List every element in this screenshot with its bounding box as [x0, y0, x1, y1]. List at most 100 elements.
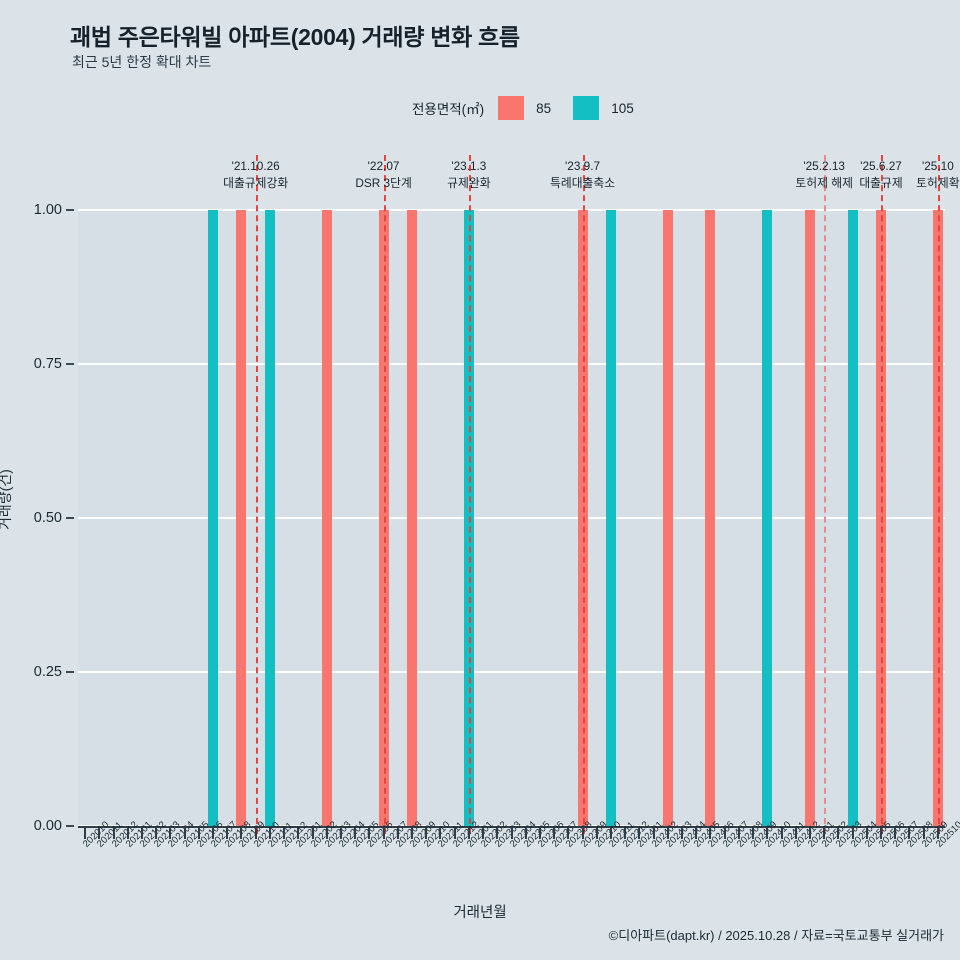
- event-marker-line: [582, 155, 585, 834]
- event-annotation-date: '21.10.26: [231, 159, 280, 173]
- bar[interactable]: [847, 210, 858, 826]
- x-tick-mark: [837, 828, 840, 839]
- bar[interactable]: [605, 210, 616, 826]
- x-tick-mark: [609, 828, 612, 839]
- x-tick-mark: [922, 828, 925, 839]
- event-marker-line: [937, 155, 940, 834]
- bar[interactable]: [407, 210, 417, 826]
- plot-area: [78, 155, 945, 834]
- bar[interactable]: [662, 210, 673, 826]
- event-annotation-date: '25.6.27: [860, 159, 902, 173]
- x-tick-mark: [908, 828, 911, 839]
- event-annotation-date: '25.10: [921, 159, 954, 173]
- x-tick-mark: [780, 828, 783, 839]
- event-annotation-text: DSR 3단계: [355, 176, 412, 190]
- gridline: [78, 670, 945, 674]
- page-subtitle: 최근 5년 한정 확대 차트: [72, 54, 212, 70]
- x-axis: 202010 202011 202012 202101 202102 202103 2021…: [78, 819, 960, 946]
- x-tick-mark: [112, 828, 115, 839]
- x-tick-mark: [510, 828, 513, 839]
- event-marker-line: [383, 155, 386, 834]
- y-tick-label: 0.50: [33, 510, 62, 526]
- bar[interactable]: [705, 210, 716, 826]
- event-annotation: '23.1.3 규제완화: [447, 158, 490, 192]
- x-tick-mark: [823, 828, 826, 839]
- x-tick-mark: [396, 828, 399, 839]
- x-tick-mark: [140, 828, 143, 839]
- bar[interactable]: [208, 210, 219, 826]
- x-tick-mark: [297, 828, 300, 839]
- y-tick-mark: [66, 671, 74, 673]
- x-tick-mark: [638, 828, 641, 839]
- y-tick-mark: [66, 825, 74, 827]
- event-annotation-date: '23.9.7: [565, 159, 601, 173]
- x-tick-mark: [155, 828, 158, 839]
- x-tick-mark: [766, 828, 769, 839]
- x-tick-mark: [268, 828, 271, 839]
- x-tick-mark: [794, 828, 797, 839]
- legend-swatch-85[interactable]: [498, 96, 525, 120]
- x-tick-mark: [240, 828, 243, 839]
- x-tick-mark: [311, 828, 314, 839]
- x-tick-mark: [752, 828, 755, 839]
- y-axis-title: 거래량(건): [0, 469, 13, 530]
- event-annotation-text: 토허제 해제: [795, 176, 853, 190]
- footer-credit: ©디아파트(dapt.kr) / 2025.10.28 / 자료=국토교통부 실…: [608, 928, 944, 943]
- event-annotation: '23.9.7 특례대출축소: [550, 158, 615, 192]
- y-tick-label: 0.75: [33, 356, 62, 372]
- x-tick-mark: [737, 828, 740, 839]
- event-annotation: '25.6.27 대출규제: [859, 158, 902, 192]
- event-marker-line: [255, 155, 258, 834]
- event-annotation-date: '23.1.3: [451, 159, 487, 173]
- x-tick-mark: [482, 828, 485, 839]
- event-annotation: '21.10.26 대출규제강화: [223, 158, 288, 192]
- bar[interactable]: [804, 210, 815, 826]
- x-tick-mark: [439, 828, 442, 839]
- x-tick-mark: [851, 828, 854, 839]
- bar[interactable]: [236, 210, 247, 826]
- legend-label-105: 105: [611, 100, 634, 116]
- legend-title: 전용면적(㎡): [412, 102, 485, 117]
- x-tick-mark: [126, 828, 129, 839]
- event-annotation-text: 대출규제: [859, 176, 903, 190]
- x-tick-mark: [524, 828, 527, 839]
- legend-swatch-105[interactable]: [573, 96, 600, 120]
- y-tick-mark: [66, 517, 74, 519]
- x-tick-mark: [936, 828, 939, 839]
- x-tick-mark: [553, 828, 556, 839]
- x-tick-mark: [197, 828, 200, 839]
- y-tick-mark: [66, 363, 74, 365]
- x-tick-mark: [666, 828, 669, 839]
- event-annotation-date: '22.07: [367, 159, 400, 173]
- x-tick-mark: [695, 828, 698, 839]
- event-annotation-text: 규제완화: [447, 176, 491, 190]
- x-tick-mark: [808, 828, 811, 839]
- x-tick-mark: [880, 828, 883, 839]
- bar[interactable]: [321, 210, 332, 826]
- event-annotation-text: 특례대출축소: [550, 176, 616, 190]
- x-tick-mark: [581, 828, 584, 839]
- bar[interactable]: [762, 210, 773, 826]
- bar[interactable]: [264, 210, 275, 826]
- x-tick-mark: [368, 828, 371, 839]
- event-marker-line: [881, 155, 884, 834]
- x-tick-mark: [681, 828, 684, 839]
- y-tick-label: 0.00: [33, 818, 62, 834]
- x-tick-mark: [169, 828, 172, 839]
- event-annotation-text: 토허제확: [916, 176, 960, 190]
- x-tick-mark: [354, 828, 357, 839]
- page-title: 괘법 주은타워빌 아파트(2004) 거래량 변화 흐름: [70, 24, 520, 50]
- x-tick-mark: [339, 828, 342, 839]
- x-tick-mark: [467, 828, 470, 839]
- y-tick-label: 1.00: [33, 202, 62, 218]
- x-tick-mark: [894, 828, 897, 839]
- x-tick-mark: [865, 828, 868, 839]
- y-tick-mark: [66, 209, 74, 211]
- x-tick-mark: [723, 828, 726, 839]
- event-marker-line: [824, 155, 827, 834]
- x-tick-mark: [496, 828, 499, 839]
- x-tick-mark: [595, 828, 598, 839]
- x-tick-mark: [709, 828, 712, 839]
- x-axis-line: [78, 826, 945, 828]
